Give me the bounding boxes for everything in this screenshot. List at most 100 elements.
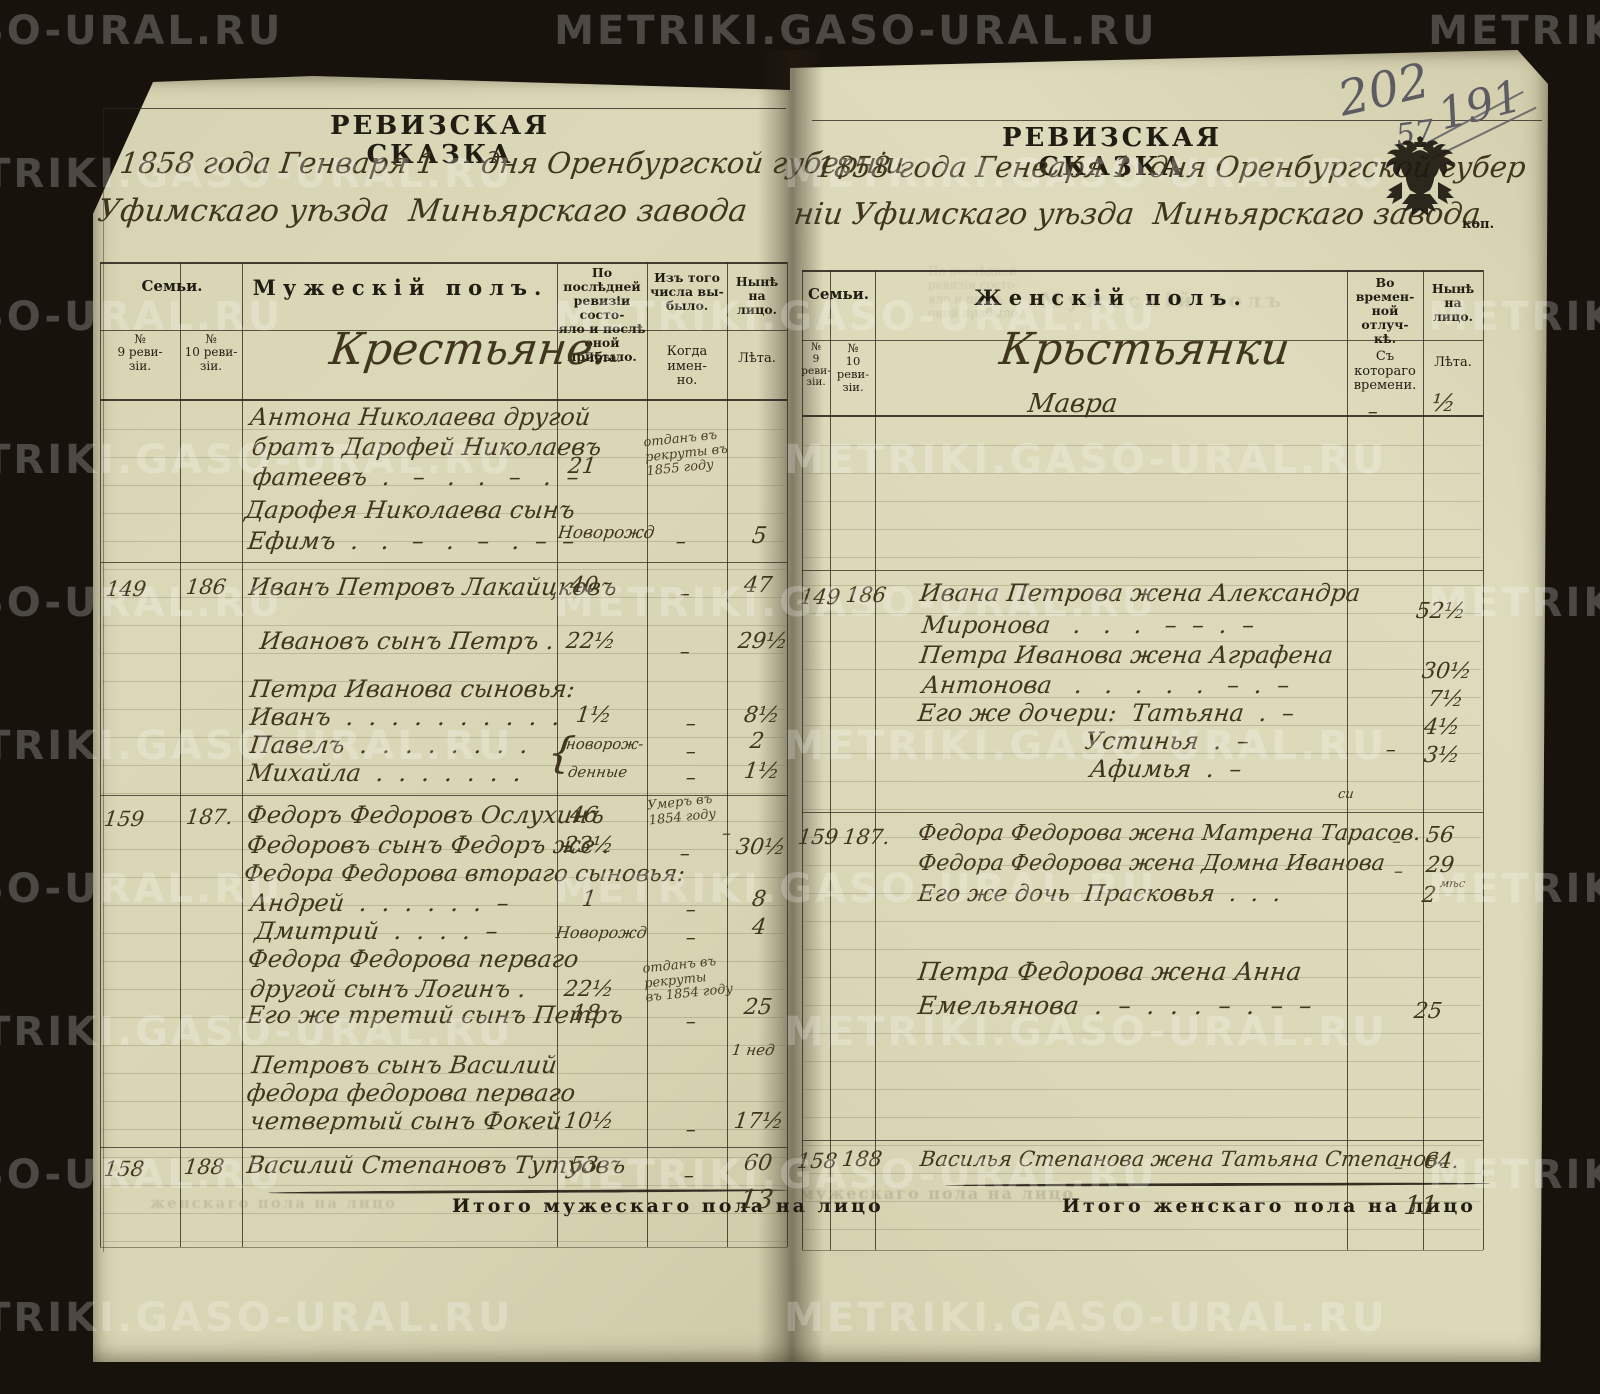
right-col-family: Семьи.	[807, 285, 870, 303]
entry-name: Федора Федорова жена Домна Иванова	[916, 851, 1387, 876]
entry-name: Петра Иванова сыновья:	[248, 675, 577, 703]
entry-age: 2	[1420, 883, 1438, 908]
entry-age-now: 29½	[736, 629, 789, 654]
right-col-a	[802, 270, 803, 1250]
left-sep-3	[100, 1147, 787, 1148]
entry-name: Ефимъ . . – . – . – –	[246, 527, 577, 555]
entry-name: Федора Федорова перваго	[246, 945, 581, 973]
left-col-now: Нынѣ на лицо.	[735, 274, 779, 317]
entry-name: федора федорова перваго	[245, 1079, 577, 1107]
watermark-row: METRIKI.GASO-URAL.RU METRIKI.GASO-URAL.R…	[0, 8, 1600, 54]
entry-age-prev: 1½	[574, 703, 613, 728]
entry-name: Михайла . . . . . . .	[246, 759, 523, 787]
right-col-b	[830, 270, 831, 1250]
entry-name: Устинья . –	[1083, 727, 1251, 755]
entry-name: Антонова . . . . . – . –	[920, 671, 1292, 699]
entry-age-now: 25	[742, 995, 774, 1020]
entry-rev9: 158	[102, 1157, 146, 1181]
entry-name: Его же дочь Прасковья . . .	[916, 881, 1283, 907]
left-col-rev10: № 10 реви- зіи.	[184, 332, 238, 373]
entry-age-now: 30½	[734, 835, 787, 860]
entry-name: Дарофея Николаева сынъ	[243, 496, 577, 524]
entry-age-now: 1 нед	[730, 1041, 776, 1059]
entry-name: Ивана Петрова жена Александра	[918, 579, 1362, 607]
left-col-family: Семьи.	[141, 277, 203, 295]
ruled-lines-right	[802, 418, 1481, 1250]
right-sep-1	[802, 570, 1483, 571]
right-page-title: РЕВИЗСКАЯ СКАЗКА	[1001, 123, 1223, 183]
book-gutter-shadow	[758, 50, 824, 1362]
right-col-now-sub: Лѣта.	[1434, 355, 1472, 370]
entry-note: отданъ въ рекруты въ 1854 году	[641, 954, 734, 1006]
right-sep-2	[802, 812, 1483, 813]
right-col-d	[1347, 270, 1348, 1250]
right-table-top	[802, 270, 1483, 272]
right-col-away-sub: Съ котораго времени.	[1353, 349, 1417, 394]
left-header-divider	[100, 330, 787, 331]
entry-name: Миронова . . . – – . –	[920, 611, 1256, 639]
entry-name: четвертый сынъ Фокей	[248, 1107, 564, 1135]
left-estate-script: Крестьяне.	[326, 324, 610, 375]
entry-name: Его же третий сынъ Петръ	[245, 1001, 625, 1029]
entry-age: 52½	[1414, 599, 1467, 624]
entry-age: 25	[1412, 999, 1444, 1024]
left-col-prev: По послѣдней ревизіи состо- яло и послѣ …	[558, 265, 646, 364]
entry-rev9: 149	[798, 585, 842, 609]
right-page-paper	[790, 50, 1548, 1362]
right-frame-top	[812, 120, 1542, 121]
left-frame-top	[103, 108, 786, 109]
left-col-now-sub: Лѣта.	[738, 351, 776, 366]
stamp-caption: коп.	[1462, 217, 1495, 232]
entry-rev10: 188	[840, 1147, 884, 1171]
left-sep-2	[100, 795, 787, 796]
entry-age-prev: 22½	[562, 977, 615, 1002]
right-col-f	[1483, 270, 1484, 1250]
entry-age-prev: 10½	[562, 1109, 615, 1134]
entry-age-now: 8½	[742, 703, 781, 728]
left-date-line: 1858 года Генваря 1 дня Оренбургской губ…	[118, 146, 907, 180]
left-frame-edge	[103, 108, 104, 1252]
right-total-label: Итого женскаго пола на лицо	[1062, 1195, 1476, 1217]
left-col-out-sub: Когда имен- но.	[666, 344, 708, 389]
entry-name: Павелъ . . . . . . . .	[248, 731, 530, 759]
left-header-bottom	[100, 399, 787, 401]
entry-age-prev: Новорожд	[554, 923, 648, 942]
right-total-value: 11	[1402, 1191, 1439, 1221]
ghost-header-text: Мужескій полъ	[1040, 288, 1287, 312]
imperial-eagle-stamp	[1372, 136, 1468, 228]
entry-name: Федора Федорова втораго сыновья:	[242, 861, 687, 887]
left-place-line: Уфимскаго уѣзда Миньярскаго завода	[95, 193, 750, 229]
entry-age-now: 60	[742, 1151, 774, 1176]
entry-name: Иванъ . . . . . . . . . .	[248, 703, 562, 731]
entry-name: другой сынъ Логинъ .	[248, 975, 528, 1003]
entry-name: Федоровъ сынъ Федоръ же .	[245, 831, 612, 859]
entry-age: 7½	[1426, 687, 1465, 712]
entry-name: Петра Иванова жена Аграфена	[918, 641, 1335, 669]
entry-rev10: 186	[184, 575, 228, 599]
entry-age-now: 1½	[742, 759, 781, 784]
ghost-footer-left: женскаго пола на лицо	[150, 1194, 397, 1212]
entry-age-prev: 1	[580, 887, 598, 912]
entry-name: Дмитрий . . . . –	[253, 917, 500, 945]
entry-age-prev: новорож-	[564, 735, 645, 753]
ghost-footer-right: мужескаго пола на лицо	[800, 1184, 1076, 1203]
entry-age-prev: 23½	[562, 833, 615, 858]
entry-name: Федоръ Федоровъ Ослухинъ	[245, 801, 606, 829]
left-total-label: Итого мужескаго пола на лицо	[452, 1195, 884, 1217]
left-col-d	[557, 262, 558, 1247]
right-col-now: Нынѣ на лицо.	[1431, 281, 1475, 324]
left-col-a	[100, 262, 101, 1247]
entry-rev10: 186	[844, 583, 888, 607]
entry-age-now: 5	[750, 523, 769, 549]
entry-name: Василья Степанова жена Татьяна Степанов.	[918, 1147, 1447, 1171]
entry-age-unit: мѣс	[1439, 877, 1466, 890]
right-col-sex: Женскій полъ.	[974, 285, 1248, 310]
left-page-title: РЕВИЗСКАЯ СКАЗКА	[329, 111, 551, 171]
left-col-e	[647, 262, 648, 1247]
entry-age: 29	[1424, 853, 1456, 878]
entry-name: Мавра	[1026, 389, 1120, 419]
entry-name: Иванъ Петровъ Лакайцковъ	[247, 573, 619, 601]
entry-name: Его же дочери: Татьяна . –	[916, 699, 1296, 727]
right-header-divider	[802, 340, 1483, 341]
